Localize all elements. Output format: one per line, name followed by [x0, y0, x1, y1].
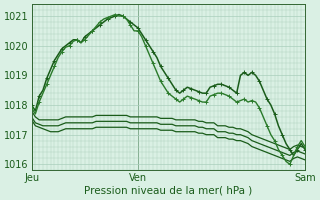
X-axis label: Pression niveau de la mer( hPa ): Pression niveau de la mer( hPa ): [84, 186, 252, 196]
